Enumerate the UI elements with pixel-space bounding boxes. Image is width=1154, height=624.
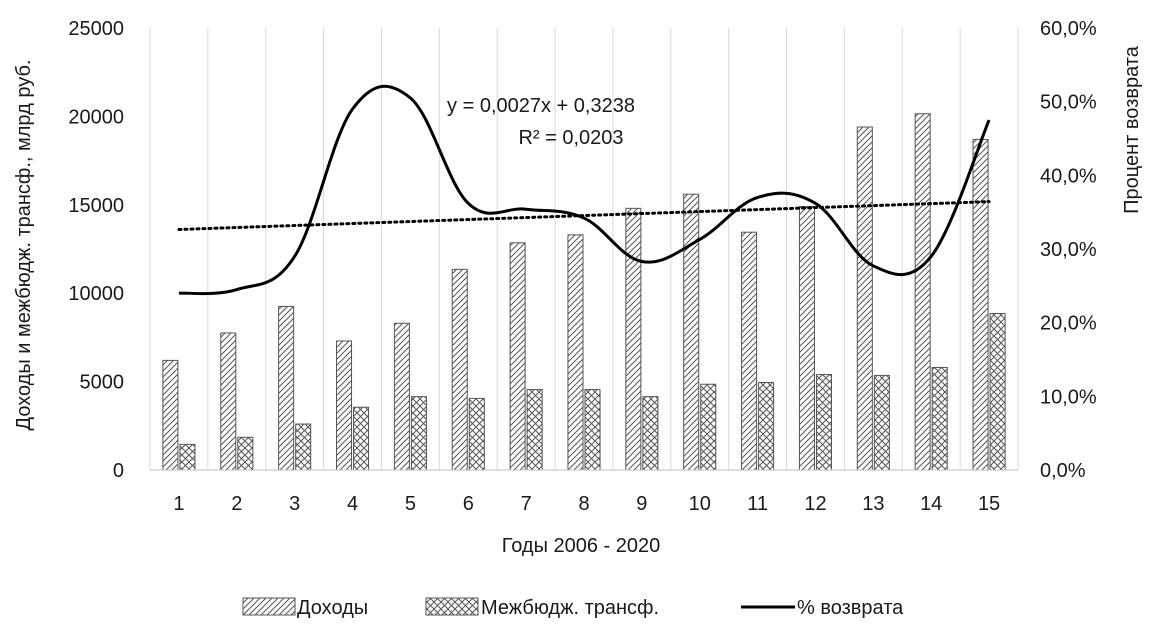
x-tick-label: 11: [747, 493, 768, 515]
bar-income: [278, 305, 295, 471]
y-tick-label: 20000: [68, 106, 124, 128]
bar-income: [567, 234, 584, 471]
legend-label-income: Доходы: [297, 597, 368, 619]
bar-income: [914, 113, 931, 471]
y2-axis-title: Процент возврата: [1121, 45, 1143, 214]
y-tick-label: 25000: [68, 18, 124, 40]
x-tick-label: 10: [689, 493, 711, 515]
x-tick-label: 1: [173, 493, 184, 515]
y2-tick-label: 20,0%: [1040, 313, 1097, 335]
bar-transfers: [237, 436, 254, 471]
bar-income: [972, 138, 989, 471]
trendline: [177, 200, 991, 231]
bar-transfers: [179, 443, 196, 471]
bar-income: [509, 242, 526, 471]
x-tick-label: 8: [578, 493, 589, 515]
x-tick-label: 15: [978, 493, 1000, 515]
x-tick-label: 2: [231, 493, 242, 515]
gridlines: [149, 28, 1019, 470]
y-axis-ticks: 0 5000 10000 15000 20000 25000: [68, 18, 124, 482]
bar-transfers: [758, 381, 775, 471]
x-tick-label: 7: [521, 493, 532, 515]
y2-tick-label: 40,0%: [1040, 165, 1097, 187]
bar-income: [335, 340, 353, 471]
bar-transfers: [989, 313, 1006, 471]
legend-label-line: % возврата: [797, 597, 904, 619]
y-tick-label: 10000: [68, 283, 124, 305]
bar-transfers: [642, 396, 659, 471]
x-tick-label: 5: [405, 493, 416, 515]
bar-transfers: [410, 396, 427, 471]
bar-income: [162, 359, 179, 471]
series-transfers-bars: [179, 313, 1006, 471]
bar-income: [625, 207, 642, 471]
x-axis-title: Годы 2006 - 2020: [502, 535, 661, 557]
bar-transfers: [700, 383, 717, 471]
bar-income: [683, 193, 700, 471]
trendline-equation: y = 0,0027x + 0,3238: [447, 95, 635, 117]
bar-income: [451, 268, 468, 471]
y2-tick-label: 10,0%: [1040, 386, 1097, 408]
y2-tick-label: 60,0%: [1040, 18, 1097, 40]
x-axis-ticks: 1 2 3 4 5 6 7 8 9 10 11 12 13 14 15: [173, 493, 1000, 515]
x-tick-label: 6: [463, 493, 474, 515]
y2-tick-label: 50,0%: [1040, 92, 1097, 114]
bar-income: [798, 206, 815, 471]
x-tick-label: 13: [862, 493, 884, 515]
y-tick-label: 0: [113, 460, 124, 482]
legend-swatch-transfers: [425, 597, 479, 616]
bar-transfers: [353, 406, 370, 471]
bar-income: [220, 332, 237, 471]
bar-transfers: [468, 397, 485, 471]
legend: Доходы Межбюдж. трансф. % возврата: [242, 597, 904, 619]
x-tick-label: 9: [636, 493, 647, 515]
y2-axis-ticks: 0,0% 10,0% 20,0% 30,0% 40,0% 50,0% 60,0%: [1040, 18, 1097, 482]
legend-swatch-income: [242, 597, 296, 616]
bar-transfers: [526, 389, 543, 471]
x-tick-label: 3: [289, 493, 300, 515]
bar-transfers: [931, 366, 948, 471]
bar-income: [393, 322, 410, 471]
trendline-r2: R² = 0,0203: [518, 127, 623, 149]
x-tick-label: 4: [347, 493, 358, 515]
x-tick-label: 12: [804, 493, 826, 515]
bar-transfers: [295, 423, 312, 471]
y2-tick-label: 0,0%: [1040, 460, 1086, 482]
y2-tick-label: 30,0%: [1040, 239, 1097, 261]
bar-income: [856, 126, 873, 471]
y-axis-title: Доходы и межбюдж. трансф., млрд руб.: [13, 60, 35, 431]
legend-label-transfers: Межбюдж. трансф.: [481, 597, 659, 619]
bar-transfers: [815, 374, 833, 471]
y-tick-label: 15000: [68, 195, 124, 217]
y-tick-label: 5000: [80, 372, 125, 394]
bar-income: [741, 231, 758, 471]
bar-transfers: [584, 389, 601, 471]
series-income-bars: [162, 113, 989, 471]
bar-transfers: [873, 374, 890, 471]
series-return-line: [178, 84, 991, 296]
x-tick-label: 14: [920, 493, 942, 515]
